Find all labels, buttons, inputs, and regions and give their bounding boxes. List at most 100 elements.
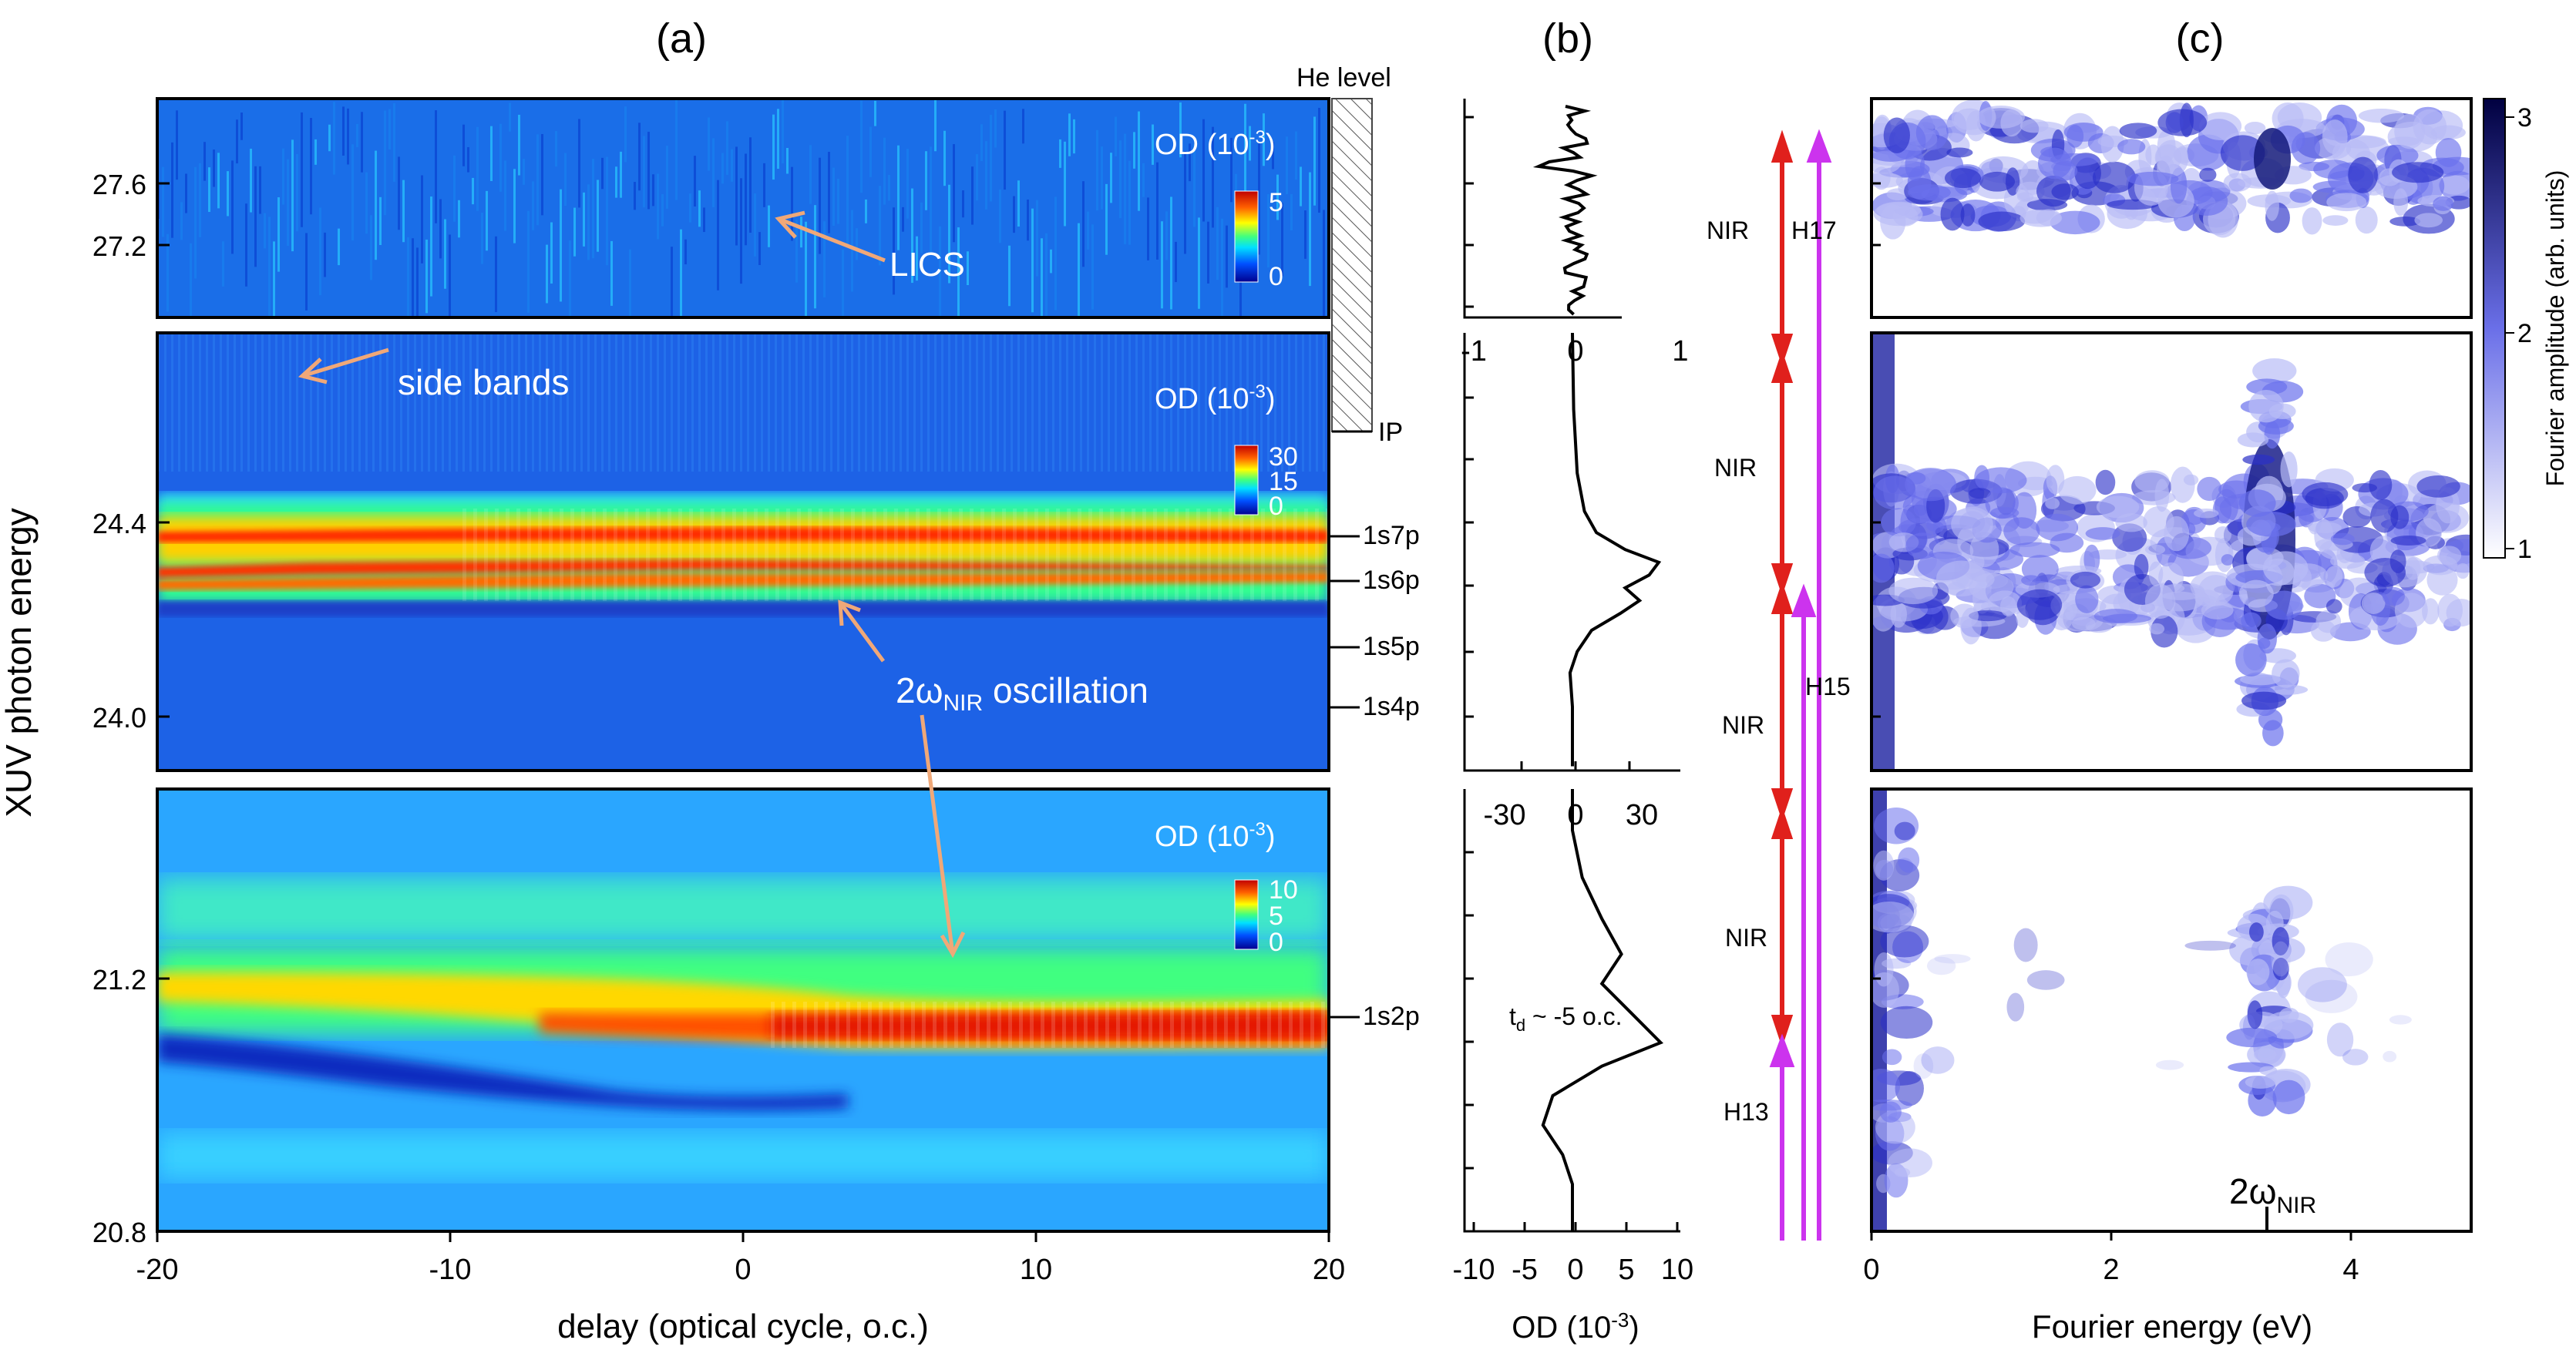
noise-streak bbox=[786, 147, 789, 174]
osc-fringe bbox=[829, 509, 833, 601]
noise-streak bbox=[1286, 136, 1288, 194]
c-x-tick: 4 bbox=[2342, 1254, 2359, 1286]
svg-text:10: 10 bbox=[1269, 875, 1298, 905]
noise-streak bbox=[375, 150, 377, 260]
fourier-blob bbox=[1935, 560, 1987, 597]
noise-streak bbox=[816, 333, 819, 472]
label-h17: H17 bbox=[1791, 217, 1837, 244]
fourier-blob bbox=[1945, 168, 1981, 189]
noise-streak bbox=[691, 333, 694, 472]
noise-streak bbox=[726, 333, 728, 472]
noise-streak bbox=[351, 333, 354, 472]
osc-fringe bbox=[857, 1002, 861, 1048]
noise-streak bbox=[1082, 181, 1085, 267]
noise-streak bbox=[513, 169, 516, 243]
osc-fringe bbox=[668, 509, 671, 601]
fourier-blob bbox=[2226, 1027, 2278, 1048]
state-markers bbox=[1329, 535, 1360, 1019]
noise-streak bbox=[1041, 238, 1043, 317]
noise-streak bbox=[678, 333, 680, 472]
fourier-blob bbox=[2119, 123, 2157, 139]
noise-streak bbox=[444, 219, 446, 289]
noise-streak bbox=[504, 160, 506, 231]
osc-fringe bbox=[1315, 509, 1319, 601]
noise-streak bbox=[698, 333, 701, 472]
osc-fringe bbox=[1121, 509, 1125, 601]
noise-streak bbox=[775, 333, 777, 472]
fourier-blob bbox=[2058, 475, 2097, 505]
noise-streak bbox=[675, 99, 678, 200]
fourier-blob bbox=[2414, 213, 2443, 228]
osc-fringe bbox=[732, 509, 736, 601]
osc-fringe bbox=[782, 1002, 785, 1048]
c-x-tick: 0 bbox=[1863, 1254, 1879, 1286]
fourier-blob bbox=[2302, 482, 2349, 507]
noise-streak bbox=[1050, 249, 1052, 274]
noise-streak bbox=[560, 333, 562, 472]
noise-streak bbox=[620, 151, 622, 198]
noise-streak bbox=[1087, 211, 1089, 250]
osc-fringe bbox=[1181, 1002, 1185, 1048]
noise-streak bbox=[1091, 224, 1094, 310]
noise-streak bbox=[629, 333, 631, 472]
fourier-blob bbox=[2003, 517, 2040, 546]
osc-fringe bbox=[1138, 1002, 1142, 1048]
noise-streak bbox=[768, 205, 770, 247]
noise-streak bbox=[1105, 183, 1108, 255]
osc-fringe bbox=[1192, 1002, 1196, 1048]
noise-streak bbox=[178, 333, 180, 472]
noise-streak bbox=[356, 123, 358, 148]
osc-fringe bbox=[851, 509, 855, 601]
osc-fringe bbox=[570, 509, 574, 601]
noise-streak bbox=[1059, 139, 1061, 168]
noise-streak bbox=[194, 166, 197, 279]
colorbar-a-top: 5 0 OD (10-3) bbox=[1155, 127, 1283, 291]
noise-streak bbox=[893, 207, 895, 295]
fourier-blob bbox=[2280, 451, 2298, 488]
label-nir: NIR bbox=[1725, 924, 1767, 952]
fourier-blob bbox=[2322, 215, 2349, 226]
noise-streak bbox=[851, 210, 853, 292]
panel-a-middle-heatmap bbox=[157, 333, 1329, 771]
noise-streak bbox=[802, 333, 805, 472]
noise-streak bbox=[1184, 151, 1186, 254]
noise-streak bbox=[990, 114, 992, 202]
noise-streak bbox=[1036, 200, 1038, 277]
osc-fringe bbox=[987, 1002, 990, 1048]
noise-streak bbox=[217, 153, 220, 209]
fourier-blob bbox=[1905, 468, 1957, 502]
fourier-blob bbox=[1907, 184, 1951, 201]
noise-streak bbox=[171, 333, 173, 472]
noise-streak bbox=[305, 233, 308, 311]
fourier-blob bbox=[1871, 901, 1915, 933]
fourier-blob bbox=[2246, 511, 2296, 537]
noise-streak bbox=[1052, 333, 1054, 472]
noise-streak bbox=[916, 236, 918, 281]
fourier-blob bbox=[2009, 542, 2060, 558]
noise-streak bbox=[608, 333, 610, 472]
noise-streak bbox=[1128, 160, 1131, 245]
noise-streak bbox=[421, 333, 423, 472]
noise-streak bbox=[486, 190, 488, 251]
noise-streak bbox=[314, 139, 317, 165]
osc-fringe bbox=[1321, 1002, 1325, 1048]
noise-streak bbox=[553, 333, 555, 472]
noise-streak bbox=[578, 119, 580, 208]
noise-streak bbox=[1184, 333, 1186, 472]
noise-streak bbox=[379, 196, 382, 245]
noise-streak bbox=[597, 180, 599, 252]
noise-streak bbox=[185, 173, 187, 213]
noise-streak bbox=[1281, 333, 1283, 472]
fourier-blob bbox=[2006, 992, 2025, 1022]
noise-streak bbox=[902, 207, 904, 232]
noise-streak bbox=[983, 333, 985, 472]
svg-text:0: 0 bbox=[1269, 262, 1283, 291]
noise-streak bbox=[615, 166, 617, 198]
label-nir: NIR bbox=[1714, 454, 1757, 482]
noise-streak bbox=[1142, 163, 1145, 197]
fourier-blob bbox=[2383, 1050, 2397, 1063]
noise-streak bbox=[1119, 140, 1122, 219]
osc-fringe bbox=[868, 1002, 872, 1048]
osc-fringe bbox=[1019, 1002, 1023, 1048]
osc-fringe bbox=[997, 1002, 1001, 1048]
